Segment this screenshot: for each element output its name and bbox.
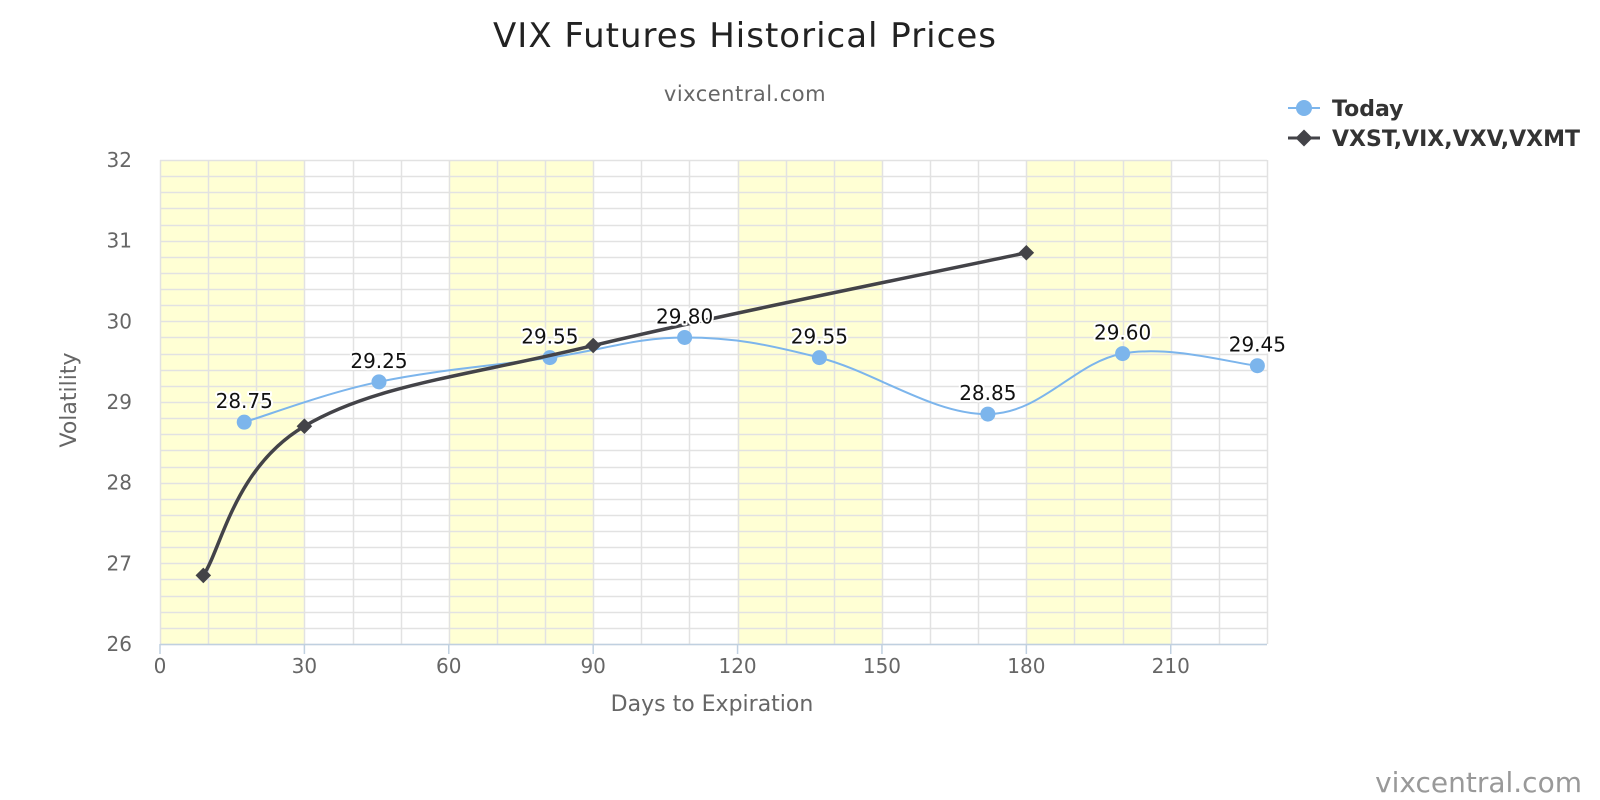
series-line-term-structure: [201, 251, 1029, 578]
x-axis-title: Days to Expiration: [611, 692, 814, 717]
data-point-today: [371, 374, 387, 390]
credits-link[interactable]: vixcentral.com: [1375, 766, 1582, 799]
data-point-today: [980, 406, 996, 422]
data-label: 29.25: [350, 349, 407, 373]
data-point-today: [1249, 358, 1265, 374]
x-tick-label: 180: [1007, 654, 1045, 678]
data-point-today: [811, 350, 827, 366]
legend-item-today[interactable]: Today: [1288, 97, 1403, 122]
y-tick-label: 30: [107, 309, 132, 333]
data-label: 29.55: [791, 325, 848, 349]
x-tick-label: 210: [1152, 654, 1190, 678]
y-tick-label: 28: [107, 471, 132, 495]
data-label: 29.60: [1094, 321, 1151, 345]
x-tick-label: 0: [154, 654, 167, 678]
data-label: 29.55: [521, 325, 578, 349]
series-line-today: [243, 336, 1259, 424]
data-labels: 28.75 29.25 29.55 29.80 29.55 28.85 29.60 29.45: [214, 302, 1288, 415]
legend-label-today: Today: [1332, 97, 1403, 122]
data-point-today: [677, 329, 693, 345]
legend: Today VXST,VIX,VXV,VXMT: [1288, 97, 1580, 152]
data-point-term-structure: [195, 567, 212, 584]
legend-label-term-structure: VXST,VIX,VXV,VXMT: [1332, 127, 1580, 152]
y-tick-label: 26: [107, 632, 132, 656]
x-tick-label: 60: [436, 654, 461, 678]
y-axis-title: Volatility: [57, 352, 82, 447]
y-tick-label: 29: [107, 390, 132, 414]
data-label: 28.85: [959, 381, 1016, 405]
data-point-today: [1115, 346, 1131, 362]
x-tick-label: 150: [863, 654, 901, 678]
chart-subtitle: vixcentral.com: [664, 82, 826, 106]
data-point-today: [236, 414, 252, 430]
x-tick-label: 30: [292, 654, 317, 678]
data-label: 29.80: [656, 304, 713, 328]
x-tick-label: 90: [580, 654, 605, 678]
axes: 0 30 60 90 120 150 180 210 26 27 28 29 30 31 32: [107, 148, 1267, 678]
x-tick-label: 120: [718, 654, 756, 678]
data-label: 28.75: [216, 389, 273, 413]
legend-circle-marker: [1296, 100, 1312, 116]
y-tick-label: 31: [107, 229, 132, 253]
legend-diamond-marker: [1295, 129, 1313, 147]
y-tick-label: 27: [107, 551, 132, 575]
y-tick-label: 32: [107, 148, 132, 172]
legend-item-term-structure[interactable]: VXST,VIX,VXV,VXMT: [1288, 127, 1580, 152]
data-label: 29.45: [1229, 333, 1286, 357]
chart-title: VIX Futures Historical Prices: [493, 16, 997, 56]
